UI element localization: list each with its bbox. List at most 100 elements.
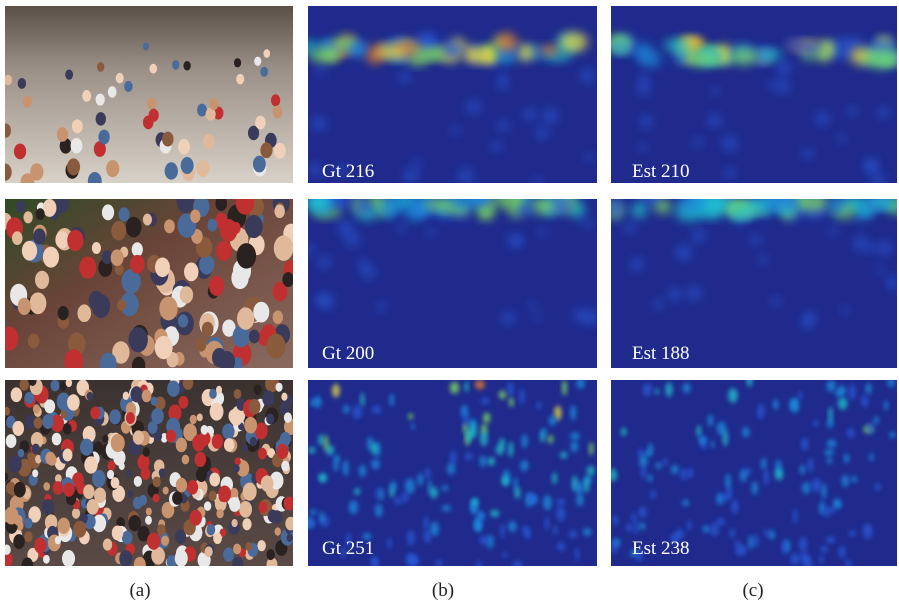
person bbox=[147, 532, 160, 549]
blob bbox=[583, 219, 592, 228]
blob bbox=[708, 114, 722, 128]
blob bbox=[621, 427, 626, 436]
blob bbox=[515, 44, 534, 61]
person bbox=[102, 204, 114, 220]
blob bbox=[585, 153, 593, 161]
blob bbox=[553, 525, 557, 535]
blob bbox=[802, 148, 813, 159]
person bbox=[30, 292, 47, 314]
person bbox=[143, 447, 150, 456]
person bbox=[285, 517, 296, 531]
person bbox=[51, 380, 60, 392]
person bbox=[67, 158, 80, 175]
person bbox=[234, 389, 242, 399]
blob bbox=[828, 406, 832, 422]
blob bbox=[413, 48, 443, 59]
blob bbox=[863, 523, 873, 538]
person bbox=[66, 379, 73, 387]
person bbox=[12, 231, 23, 245]
blob bbox=[711, 87, 719, 95]
blob bbox=[829, 195, 845, 215]
blob bbox=[552, 472, 557, 484]
person bbox=[268, 509, 278, 522]
blob bbox=[708, 414, 714, 427]
blob bbox=[865, 196, 896, 208]
person bbox=[150, 64, 158, 74]
blob bbox=[371, 442, 378, 454]
blob bbox=[529, 493, 535, 503]
blob bbox=[318, 473, 327, 482]
person bbox=[162, 132, 174, 147]
blob bbox=[390, 481, 396, 492]
person bbox=[178, 314, 188, 327]
blob bbox=[791, 553, 800, 565]
blob bbox=[877, 107, 889, 119]
person bbox=[167, 380, 180, 396]
person bbox=[32, 444, 40, 455]
person bbox=[178, 396, 188, 409]
figure: Gt 216 Est 210 Gt 200 Est 188 Gt 251 Est… bbox=[0, 0, 899, 605]
blob bbox=[851, 476, 857, 483]
blob bbox=[761, 458, 767, 470]
person bbox=[209, 98, 219, 110]
person bbox=[274, 235, 294, 260]
est-count: Est 210 bbox=[632, 161, 690, 182]
blob bbox=[353, 199, 372, 213]
blob bbox=[610, 40, 628, 53]
gt-count: Gt 200 bbox=[322, 343, 374, 364]
person bbox=[159, 297, 177, 321]
blob bbox=[612, 515, 618, 525]
blob bbox=[480, 536, 489, 546]
person bbox=[103, 538, 112, 550]
person bbox=[281, 461, 289, 472]
blob bbox=[427, 227, 436, 236]
person bbox=[57, 518, 69, 534]
person bbox=[23, 96, 32, 108]
person bbox=[284, 412, 292, 422]
blob bbox=[376, 46, 405, 59]
person bbox=[72, 119, 83, 133]
person bbox=[6, 434, 17, 448]
blob bbox=[827, 439, 837, 448]
person bbox=[122, 531, 133, 545]
blob bbox=[481, 398, 490, 404]
blob bbox=[318, 434, 324, 445]
blob bbox=[465, 453, 473, 461]
person bbox=[18, 78, 26, 89]
blob bbox=[692, 229, 705, 242]
blob bbox=[873, 416, 879, 424]
blob bbox=[676, 245, 692, 261]
person bbox=[233, 544, 241, 555]
person bbox=[236, 190, 255, 214]
person bbox=[190, 415, 197, 424]
person bbox=[182, 455, 190, 465]
blob bbox=[665, 382, 672, 397]
person bbox=[119, 550, 132, 567]
blob bbox=[430, 487, 438, 499]
blob bbox=[723, 430, 728, 446]
blob bbox=[528, 301, 536, 309]
person bbox=[254, 57, 261, 66]
person bbox=[266, 334, 285, 359]
blob bbox=[502, 476, 509, 487]
blob bbox=[589, 442, 594, 455]
person bbox=[209, 276, 224, 296]
person bbox=[145, 516, 152, 525]
person bbox=[274, 143, 286, 159]
blob bbox=[866, 159, 877, 170]
blob bbox=[499, 72, 507, 80]
person bbox=[143, 214, 152, 226]
blob bbox=[626, 524, 633, 532]
person bbox=[35, 271, 49, 289]
blob bbox=[372, 406, 382, 414]
blob bbox=[655, 463, 662, 469]
person bbox=[201, 425, 208, 435]
blob bbox=[748, 535, 753, 549]
person bbox=[96, 112, 106, 125]
person bbox=[43, 482, 50, 491]
caption: (a) bbox=[129, 580, 150, 601]
blob bbox=[472, 498, 479, 505]
blob bbox=[441, 505, 451, 511]
blob bbox=[562, 380, 567, 395]
person bbox=[197, 160, 210, 177]
